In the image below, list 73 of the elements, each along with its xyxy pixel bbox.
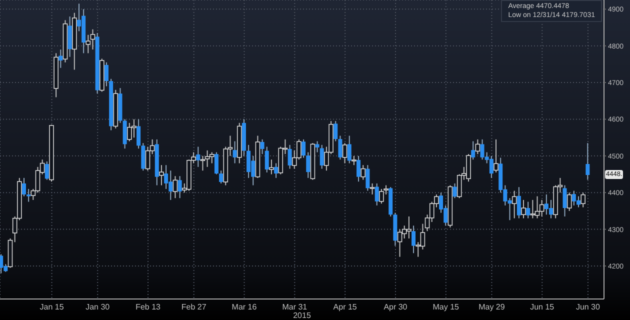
candlestick xyxy=(246,144,251,178)
candlestick xyxy=(338,135,342,160)
candlestick xyxy=(334,120,338,142)
x-tick-label: May 15 xyxy=(432,302,460,312)
x-tick-label: May 29 xyxy=(478,302,506,312)
candlestick xyxy=(219,170,224,184)
candlestick xyxy=(494,138,498,173)
x-tick-label: Feb 27 xyxy=(181,302,207,312)
candlestick xyxy=(347,135,352,164)
candlestick xyxy=(122,118,127,150)
candlestick xyxy=(512,190,517,219)
candlestick xyxy=(172,176,178,199)
candlestick xyxy=(562,184,567,217)
candlestick xyxy=(471,140,476,160)
candlestick xyxy=(366,164,370,192)
candlestick xyxy=(58,49,63,68)
candlestick xyxy=(360,164,366,180)
x-axis-title: 2015 xyxy=(292,310,312,320)
candlestick xyxy=(288,144,292,170)
x-tick-label: Apr 30 xyxy=(384,302,408,312)
x-tick-label: Mar 31 xyxy=(282,302,308,312)
candlestick xyxy=(452,182,457,199)
candlestick xyxy=(178,176,182,199)
x-tick-label: Jan 30 xyxy=(86,302,110,312)
candlestick xyxy=(320,144,324,170)
candlestick xyxy=(586,142,590,180)
candlestick xyxy=(412,225,416,254)
candlestick xyxy=(200,155,206,172)
candlestick xyxy=(260,138,264,155)
candlestick xyxy=(306,152,310,178)
candlestick xyxy=(141,142,146,172)
candlestick xyxy=(0,254,4,274)
candlestick xyxy=(35,166,40,194)
candlestick xyxy=(136,118,141,150)
candlestick xyxy=(44,160,49,180)
candlestick xyxy=(489,155,494,178)
candlestick xyxy=(526,201,530,219)
candlestick xyxy=(352,155,356,166)
candlestick xyxy=(196,146,200,168)
candlestick xyxy=(530,199,536,219)
candlestick xyxy=(580,192,586,208)
candlestick xyxy=(521,199,526,219)
candlestick xyxy=(315,140,320,153)
candlestick xyxy=(342,142,348,164)
candlestick xyxy=(209,152,214,164)
x-tick-label: Apr 15 xyxy=(333,302,358,312)
candlestick xyxy=(302,138,306,158)
candlestick xyxy=(269,159,274,175)
candlestick xyxy=(159,164,164,186)
candlestick xyxy=(516,186,521,219)
candlestick xyxy=(90,28,96,50)
candlestick xyxy=(264,146,269,173)
candlestick xyxy=(475,138,480,155)
candlestick xyxy=(145,146,150,172)
candlestick xyxy=(374,182,379,206)
candlestick xyxy=(164,164,168,190)
candlestick xyxy=(214,152,218,175)
candlestick xyxy=(534,196,540,219)
x-tick-label: Mar 16 xyxy=(232,302,258,312)
x-tick-label: Jun 15 xyxy=(530,302,555,312)
candlestick xyxy=(566,192,572,212)
candlestick xyxy=(26,188,31,202)
candlestick xyxy=(104,62,108,87)
candlestick xyxy=(370,182,375,195)
candlestick xyxy=(232,140,237,164)
candlestick xyxy=(539,199,544,217)
x-tick-label: Feb 13 xyxy=(136,302,162,312)
candlestick xyxy=(68,16,72,58)
candlestick xyxy=(274,162,278,178)
candlestick xyxy=(22,177,26,197)
candlestick xyxy=(356,155,361,182)
x-tick-label: Jan 15 xyxy=(40,302,64,312)
x-tick-label: Jun 30 xyxy=(576,302,601,312)
